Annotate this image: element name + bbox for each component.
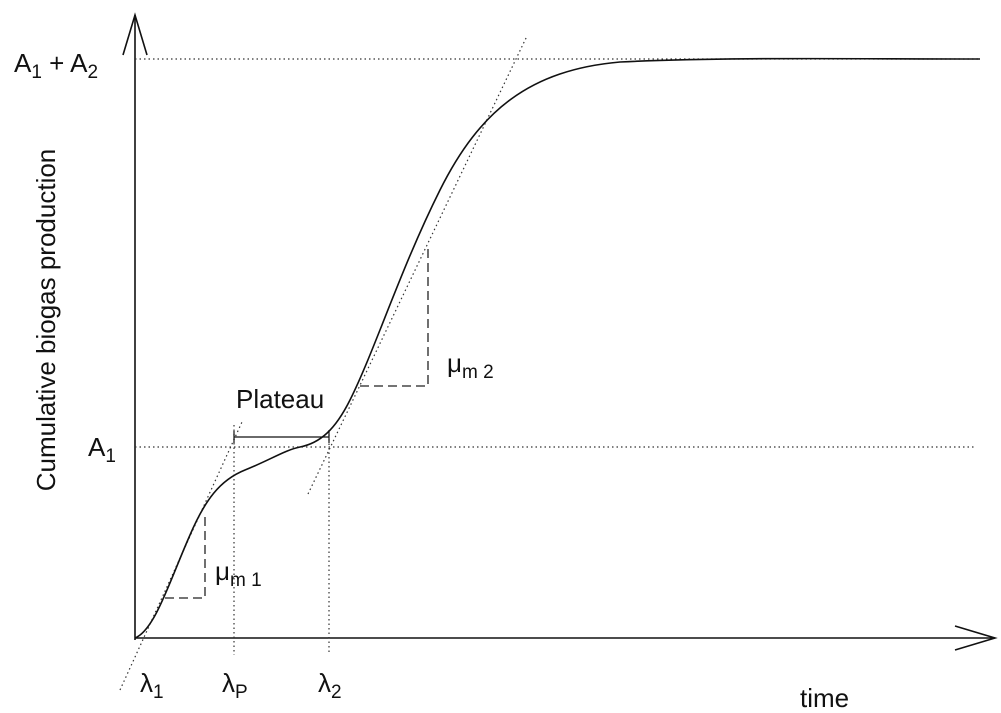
tangent-line: [307, 35, 528, 495]
growth-curve: [134, 57, 981, 639]
label-text: λ: [222, 668, 235, 698]
label-text: λ: [140, 668, 153, 698]
lag-label: λ1: [140, 668, 164, 703]
x-axis-arrow: [954, 625, 998, 651]
level-label: A1: [88, 432, 116, 467]
x-axis-label: time: [800, 683, 849, 713]
label-text: μ: [447, 348, 462, 378]
rate-label: μm 1: [215, 556, 262, 591]
label-text: A: [14, 48, 32, 78]
y-axis-arrow: [122, 12, 148, 56]
y-axis-label: Cumulative biogas production: [31, 149, 61, 492]
label-text: + A: [42, 48, 88, 78]
subscript: 1: [31, 62, 42, 83]
rate-label: μm 2: [447, 348, 494, 383]
level-label: A1 + A2: [14, 48, 98, 83]
subscript: 2: [87, 62, 98, 83]
label-text: A: [88, 432, 106, 462]
plateau-label: Plateau: [236, 384, 324, 414]
subscript: 1: [105, 446, 116, 467]
slope-triangle: [165, 515, 206, 599]
subscript: 2: [331, 682, 342, 703]
label-text: λ: [318, 668, 331, 698]
subscript: 1: [153, 682, 164, 703]
subscript: m 2: [462, 362, 494, 383]
subscript: m 1: [230, 570, 262, 591]
subscript: P: [235, 682, 248, 703]
slope-triangle: [360, 245, 429, 387]
lag-label: λ2: [318, 668, 342, 703]
lag-label: λP: [222, 668, 248, 703]
label-text: μ: [215, 556, 230, 586]
